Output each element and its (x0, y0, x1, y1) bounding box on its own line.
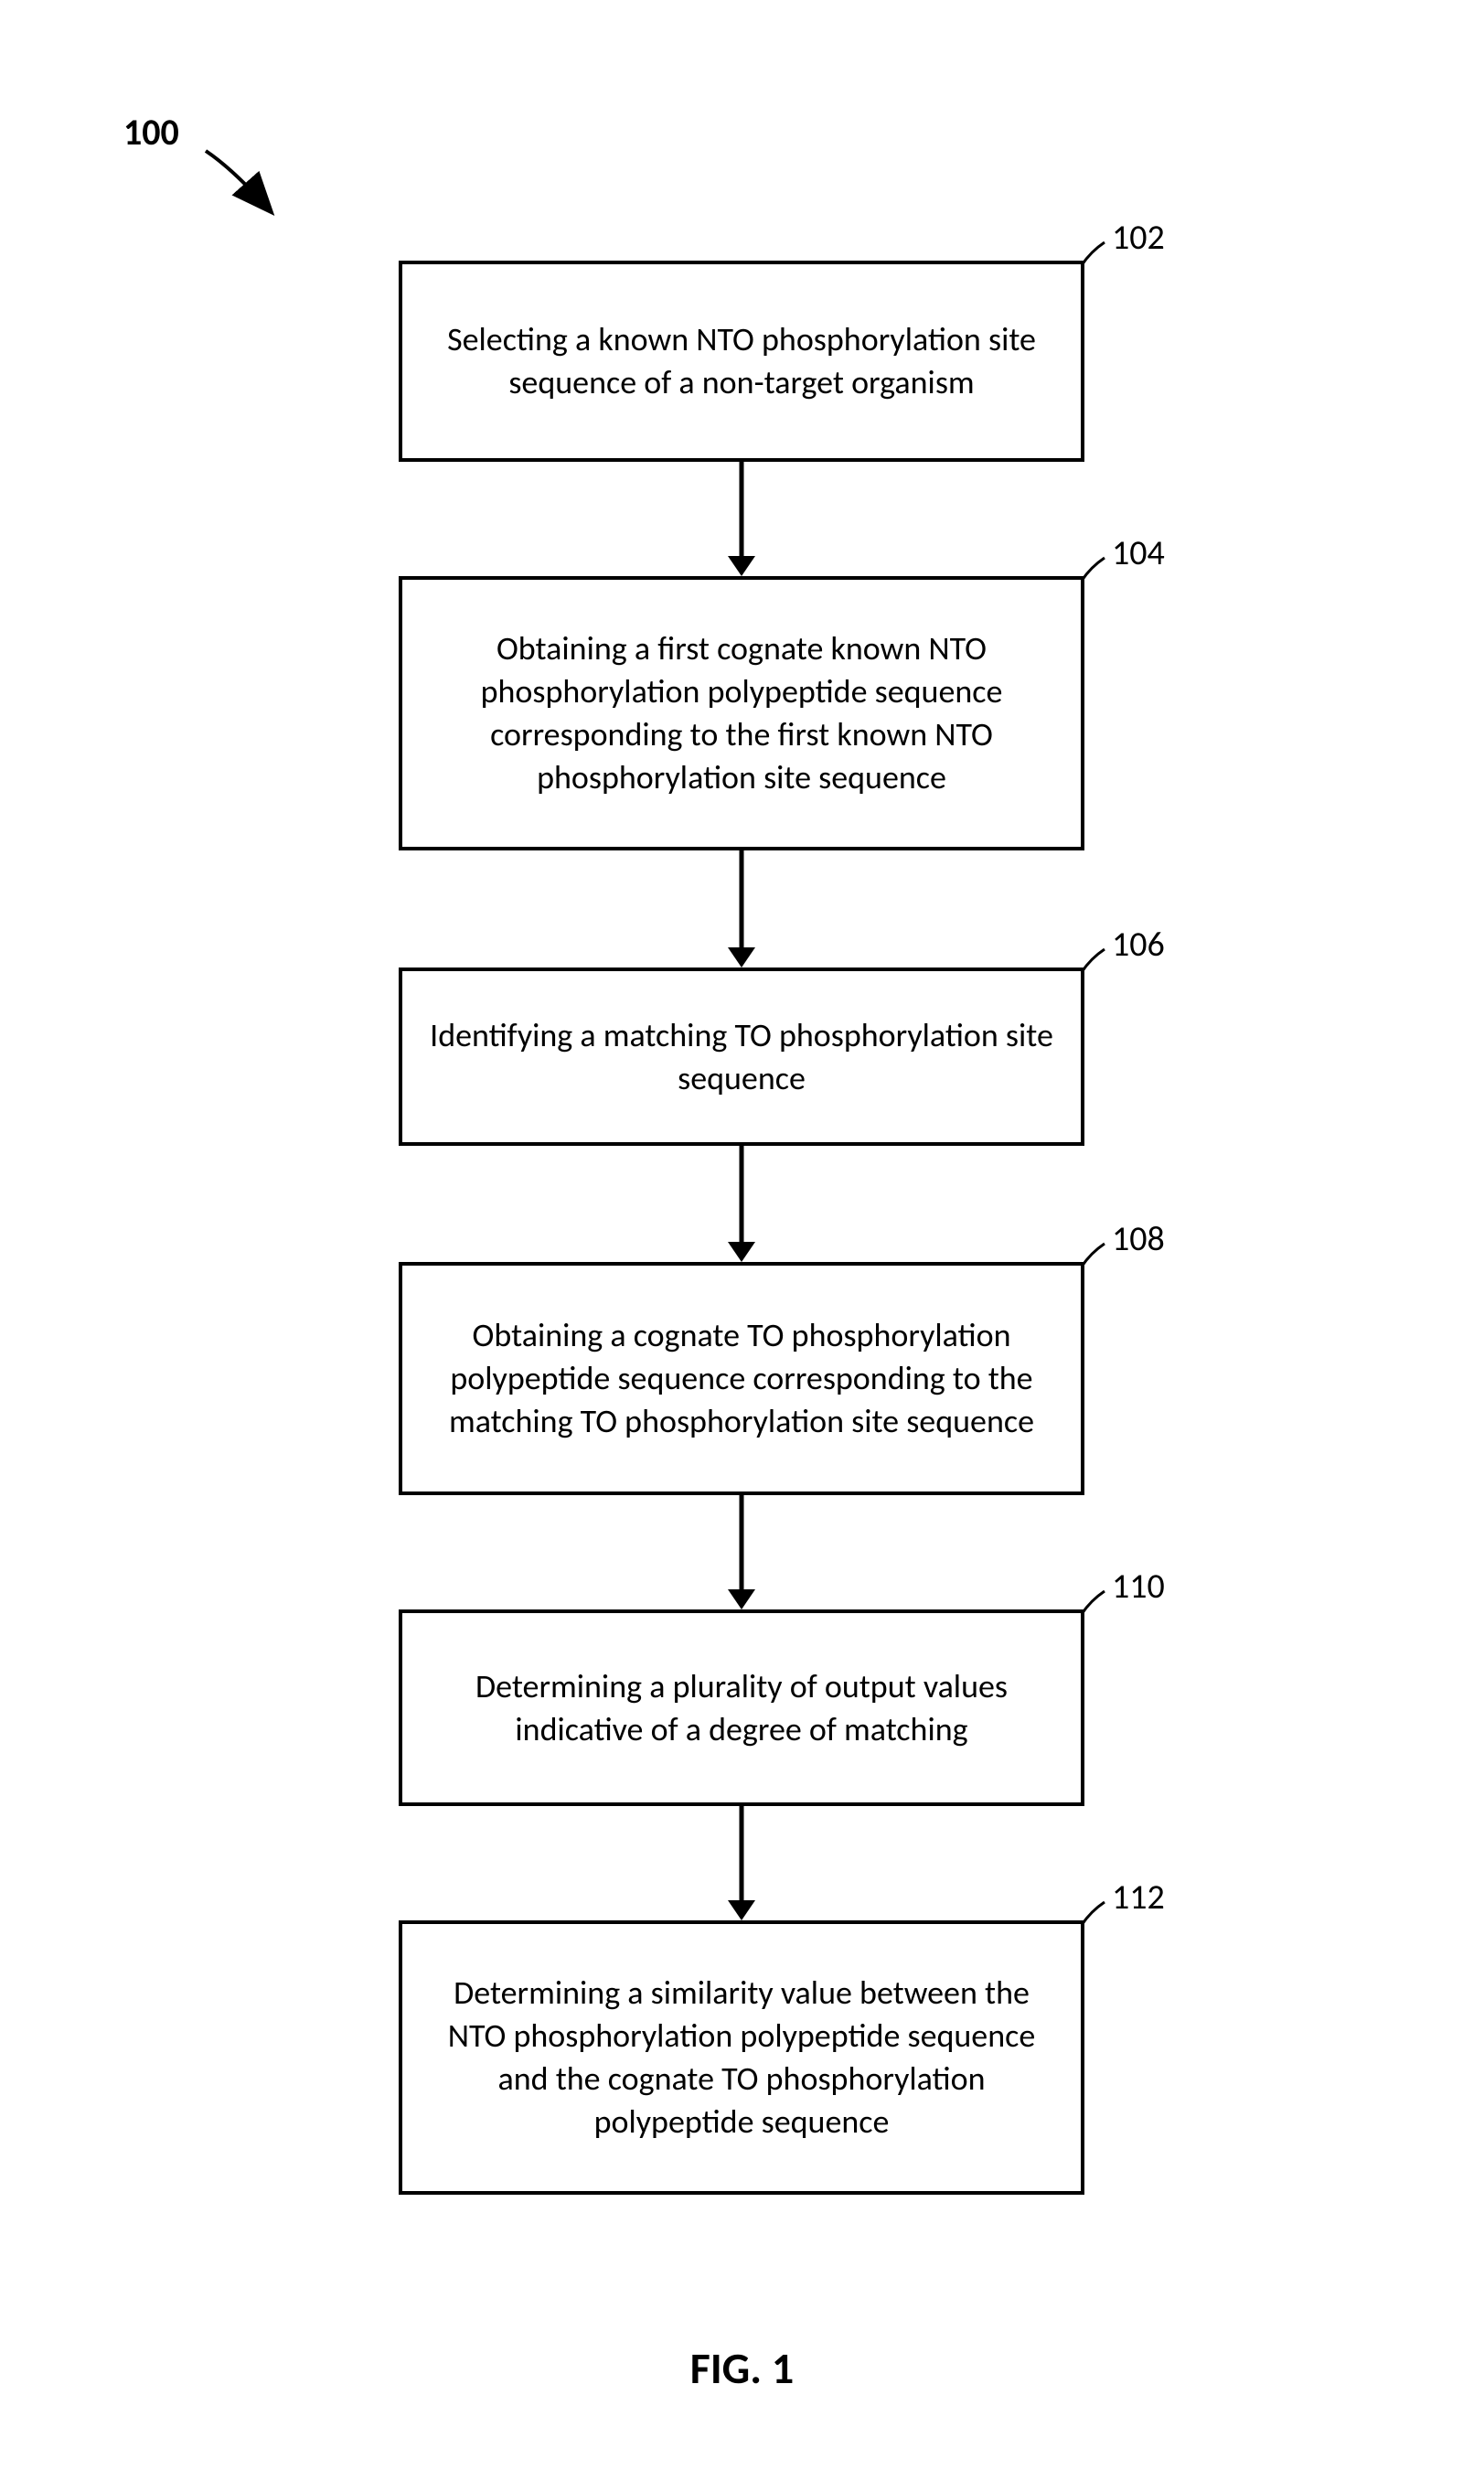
flowchart-step-text: Obtaining a first cognate known NTO phos… (430, 627, 1053, 798)
figure-caption-text: FIG. 1 (690, 2341, 794, 2395)
figure-reference-label: 100 (123, 110, 179, 155)
flowchart-step-102: Selecting a known NTO phosphorylation si… (399, 261, 1084, 462)
flowchart-step-text: Obtaining a cognate TO phosphorylation p… (430, 1314, 1053, 1442)
figure-reference-text: 100 (123, 110, 179, 155)
step-reference-112: 112 (1112, 1876, 1165, 1919)
reference-tick-icon (1077, 1898, 1114, 1934)
reference-tick-icon (1077, 553, 1114, 590)
connector-arrow-icon (723, 1806, 760, 1920)
figure-caption: FIG. 1 (690, 2341, 794, 2395)
connector-arrow-icon (723, 1495, 760, 1609)
flowchart-step-104: Obtaining a first cognate known NTO phos… (399, 576, 1084, 850)
reference-tick-icon (1077, 1587, 1114, 1623)
flowchart-step-110: Determining a plurality of output values… (399, 1609, 1084, 1806)
connector-arrow-icon (723, 850, 760, 968)
flowchart-step-106: Identifying a matching TO phosphorylatio… (399, 968, 1084, 1146)
reference-arrow-icon (197, 142, 306, 233)
flowchart-step-112: Determining a similarity value between t… (399, 1920, 1084, 2195)
step-reference-108: 108 (1112, 1218, 1165, 1260)
step-reference-104: 104 (1112, 532, 1165, 574)
flowchart-step-text: Identifying a matching TO phosphorylatio… (430, 1014, 1053, 1100)
step-reference-110: 110 (1112, 1566, 1165, 1608)
reference-tick-icon (1077, 945, 1114, 981)
connector-arrow-icon (723, 462, 760, 576)
flowchart-step-text: Selecting a known NTO phosphorylation si… (430, 318, 1053, 404)
reference-tick-icon (1077, 238, 1114, 274)
step-reference-102: 102 (1112, 217, 1165, 259)
reference-tick-icon (1077, 1239, 1114, 1276)
flowchart-step-text: Determining a similarity value between t… (430, 1972, 1053, 2143)
flowchart-step-text: Determining a plurality of output values… (430, 1665, 1053, 1751)
connector-arrow-icon (723, 1146, 760, 1262)
step-reference-106: 106 (1112, 924, 1165, 966)
flowchart-step-108: Obtaining a cognate TO phosphorylation p… (399, 1262, 1084, 1495)
